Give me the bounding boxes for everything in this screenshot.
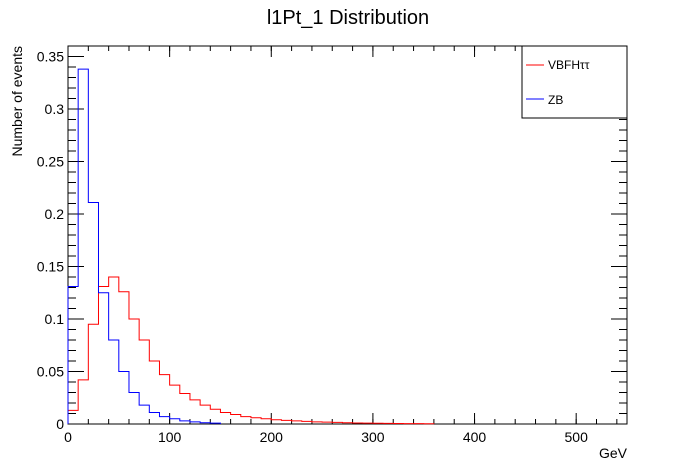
legend-label-zb: ZB [548,93,563,107]
x-tick-label: 300 [361,429,385,445]
x-tick-label: 500 [565,429,589,445]
legend-box [521,45,628,119]
legend-label-vbfh: VBFHττ [548,58,590,72]
y-tick-label: 0.15 [37,259,64,275]
x-tick-label: 100 [158,429,182,445]
y-tick-label: 0.25 [37,154,64,170]
x-axis-label: GeV [599,445,628,461]
y-axis-label: Number of events [9,46,25,157]
x-tick-label: 0 [64,429,72,445]
series-line-zb [67,68,221,424]
y-tick-label: 0.1 [45,311,65,327]
legend: VBFHττ ZB [521,45,628,119]
y-tick-label: 0.05 [37,364,64,380]
x-tick-label: 400 [463,429,487,445]
y-tick-label: 0.35 [37,49,64,65]
y-tick-label: 0.2 [45,206,65,222]
y-tick-label: 0.3 [45,101,65,117]
x-tick-label: 200 [260,429,284,445]
y-tick-label: 0 [56,416,64,432]
series-lines [67,68,435,425]
chart-title: l1Pt_1 Distribution [267,7,429,29]
series-line-vbfh [67,276,435,425]
